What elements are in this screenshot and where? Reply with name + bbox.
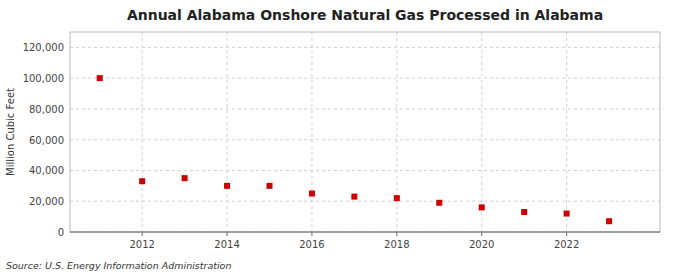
point xyxy=(224,183,230,189)
point xyxy=(309,191,315,197)
y-tick-label: 120,000 xyxy=(23,42,64,53)
x-tick-label: 2020 xyxy=(469,239,494,250)
x-tick-label: 2016 xyxy=(299,239,324,250)
x-tick xyxy=(142,232,143,236)
point xyxy=(266,183,272,189)
point xyxy=(521,209,527,215)
x-tick xyxy=(227,232,228,236)
x-grid-line xyxy=(311,32,312,232)
x-grid-line xyxy=(396,32,397,232)
x-grid-line xyxy=(566,32,567,232)
y-grid-line xyxy=(70,139,660,140)
x-grid-line xyxy=(227,32,228,232)
axes: 0 20,000 40,000 60,000 80,000 100,000 120,000 2… xyxy=(23,32,660,250)
point xyxy=(351,194,357,200)
y-tick-label: 60,000 xyxy=(29,135,64,146)
y-grid-line xyxy=(70,232,660,233)
point xyxy=(182,175,188,181)
plot-frame xyxy=(70,32,660,232)
source: Source: U.S. Energy Information Administ… xyxy=(6,260,231,271)
point xyxy=(139,178,145,184)
x-grid-line xyxy=(142,32,143,232)
x-tick xyxy=(481,232,482,236)
y-grid-line xyxy=(70,170,660,171)
y-tick-label: 80,000 xyxy=(29,104,64,115)
title: Annual Alabama Onshore Natural Gas Proce… xyxy=(127,7,603,23)
y-grid-line xyxy=(70,201,660,202)
point xyxy=(97,75,103,81)
point xyxy=(479,204,485,210)
y-grid-line xyxy=(70,108,660,109)
y-tick-label: 100,000 xyxy=(23,73,64,84)
y-tick-label: 0 xyxy=(58,227,64,238)
point xyxy=(564,211,570,217)
x-tick xyxy=(566,232,567,236)
x-tick xyxy=(311,232,312,236)
point xyxy=(394,195,400,201)
x-tick xyxy=(396,232,397,236)
y-axis-label: Million Cubic Feet xyxy=(5,88,16,176)
y-grid-line xyxy=(70,78,660,79)
x-tick-label: 2012 xyxy=(129,239,154,250)
x-tick-label: 2022 xyxy=(554,239,579,250)
x-axis-line xyxy=(70,232,660,233)
grid xyxy=(70,32,660,232)
x-grid-line xyxy=(481,32,482,232)
x-tick-label: 2018 xyxy=(384,239,409,250)
y-tick-label: 20,000 xyxy=(29,196,64,207)
chart: Annual Alabama Onshore Natural Gas Proce… xyxy=(0,0,675,275)
x-tick-label: 2014 xyxy=(214,239,239,250)
points xyxy=(97,75,612,224)
y-grid-line xyxy=(70,47,660,48)
y-tick-label: 40,000 xyxy=(29,165,64,176)
point xyxy=(436,200,442,206)
point xyxy=(606,218,612,224)
